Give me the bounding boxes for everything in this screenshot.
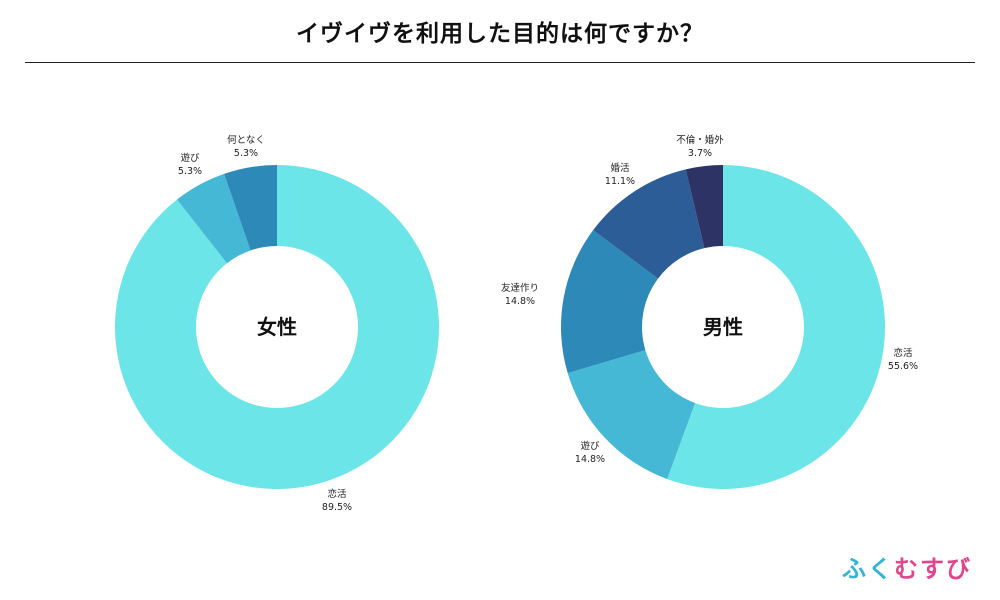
logo-char: び xyxy=(946,555,972,583)
slice-label: 遊び xyxy=(580,440,600,452)
logo-char: く xyxy=(868,555,894,583)
title-divider xyxy=(25,62,975,63)
slice-value: 14.8% xyxy=(575,454,605,465)
donut-slice xyxy=(176,173,251,264)
logo-char: ふ xyxy=(842,555,868,583)
slice-value: 11.1% xyxy=(605,176,635,187)
slice-value: 3.7% xyxy=(688,148,712,159)
donut-slice xyxy=(224,165,277,251)
chart-title: イヴイヴを利用した目的は何ですか？ xyxy=(296,21,704,47)
slice-label: 婚活 xyxy=(610,162,630,174)
donut-slice xyxy=(561,230,659,374)
donut-slice xyxy=(593,169,705,279)
donut-slice xyxy=(667,165,885,489)
slice-label: 恋活 xyxy=(327,488,347,500)
brand-logo: ふくむすび xyxy=(842,549,972,584)
slice-label: 遊び xyxy=(180,152,200,164)
donut-slice xyxy=(567,350,696,480)
slice-value: 5.3% xyxy=(234,148,258,159)
slice-label: 不倫・婚外 xyxy=(676,134,724,146)
slice-value: 5.3% xyxy=(178,166,202,177)
logo-char: す xyxy=(920,555,946,583)
logo-char: む xyxy=(894,555,920,583)
slice-value: 14.8% xyxy=(505,296,535,307)
donut-chart-male: 恋活 55.6% 遊び 14.8% 友達作り 14.8% 婚活 11.1% 不倫・婚外 3.7% 男… xyxy=(501,134,918,489)
slice-value: 55.6% xyxy=(888,361,918,372)
slice-label: 恋活 xyxy=(893,347,913,359)
slice-label: 友達作り xyxy=(501,282,539,294)
slice-label: 何となく xyxy=(227,134,265,146)
donut-slice xyxy=(685,165,723,249)
donut-center-label: 女性 xyxy=(257,315,297,339)
donut-chart-female: 恋活 89.5% 遊び 5.3% 何となく 5.3% 女性 xyxy=(115,134,440,513)
donut-slice xyxy=(115,165,440,489)
donut-center-label: 男性 xyxy=(703,315,743,339)
slice-value: 89.5% xyxy=(322,502,352,513)
